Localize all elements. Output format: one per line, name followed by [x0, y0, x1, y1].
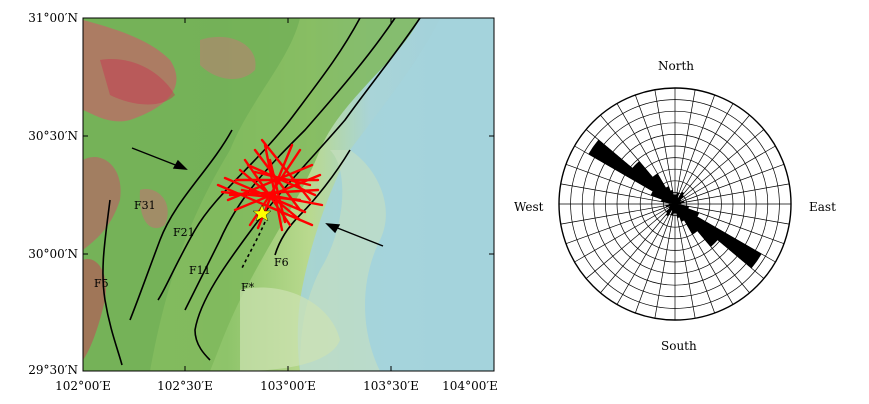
lon-label-103-30: 103°30′E: [363, 379, 419, 393]
rose-petal: [674, 194, 685, 205]
fault-label-f6: F6: [274, 256, 289, 269]
rose-petal: [674, 203, 677, 214]
lat-label-30-00: 30°00′N: [28, 247, 78, 261]
lon-label-102-30: 102°30′E: [157, 379, 213, 393]
rose-spoke: [674, 89, 696, 205]
rose-petal: [674, 203, 698, 235]
rose-petals: [588, 139, 762, 269]
rose-petal: [673, 194, 676, 205]
rose-spoke: [674, 103, 734, 205]
fault-label-f21: F21: [173, 226, 195, 239]
rose-spoke: [654, 89, 676, 205]
rose-petal: [674, 203, 681, 218]
map-panel: [82, 17, 495, 372]
rose-spoke: [674, 203, 790, 225]
fault-label-f31: F31: [134, 199, 156, 212]
rose-label-east: East: [809, 200, 836, 214]
rose-spoke: [574, 203, 676, 263]
lat-label-29-30: 29°30′N: [28, 363, 78, 377]
rose-spoke: [674, 163, 785, 205]
rose-petal: [665, 203, 676, 214]
rose-spoke: [634, 203, 676, 314]
fault-line-fstar: [241, 221, 266, 269]
rose-spoke: [616, 203, 676, 305]
rose-petal: [669, 190, 676, 205]
lon-label-102-00: 102°00′E: [55, 379, 111, 393]
rose-spoke: [565, 203, 676, 245]
fault-label-f11: F11: [189, 264, 211, 277]
lat-label-31-00: 31°00′N: [28, 11, 78, 25]
rupture-swarm: [216, 138, 324, 232]
rose-petal: [674, 203, 685, 222]
lon-label-103-00: 103°00′E: [260, 379, 316, 393]
lat-label-30-30: 30°30′N: [28, 129, 78, 143]
rose-label-south: South: [661, 339, 697, 353]
rose-spoke: [674, 203, 716, 314]
rose-outer-circle: [558, 87, 792, 321]
rose-petal: [665, 186, 676, 205]
fault-line-f5: [102, 199, 123, 366]
stress-arrows: [131, 147, 384, 247]
rose-petal: [588, 139, 676, 205]
rose-petal: [674, 200, 685, 205]
rose-petal: [665, 203, 676, 208]
rose-spoke: [585, 203, 676, 279]
rose-spoke: [674, 94, 716, 205]
rose-spoke: [600, 203, 676, 294]
rose-spoke: [654, 203, 676, 319]
rose-spoke: [634, 94, 676, 205]
rose-petal: [652, 173, 676, 205]
lon-label-104-00: 104°00′E: [442, 379, 498, 393]
rose-spoke: [674, 183, 790, 205]
rose-spoke: [560, 203, 676, 225]
fault-line-f21: [129, 129, 233, 321]
map-ticks: [83, 18, 494, 371]
rose-spoke: [674, 114, 750, 205]
rose-petal: [674, 202, 682, 205]
rose-label-north: North: [658, 59, 695, 73]
fault-line-f6: [274, 149, 351, 256]
rose-petal: [668, 203, 676, 206]
rose-diagram: [558, 87, 792, 321]
epicenter-star: [252, 204, 272, 222]
fault-label-f5: F5: [94, 277, 109, 290]
rose-spoke: [674, 203, 696, 319]
rose-petal: [674, 203, 762, 269]
rose-label-west: West: [514, 200, 544, 214]
rose-spoke: [674, 129, 765, 205]
rose-spoke: [560, 183, 676, 205]
rose-spoke: [674, 145, 776, 205]
fault-label-fstar: F*: [241, 281, 255, 294]
rose-petal: [674, 203, 719, 248]
rose-petal: [631, 160, 676, 205]
